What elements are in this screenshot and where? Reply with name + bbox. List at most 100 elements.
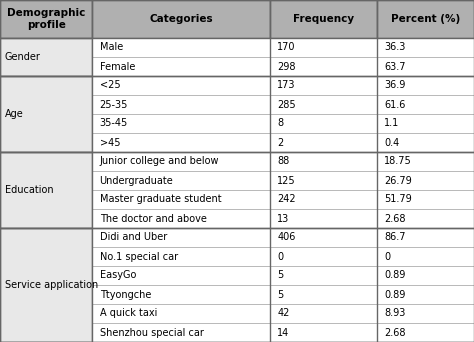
Bar [92,152,270,171]
Bar [92,247,270,266]
Text: 8.93: 8.93 [384,308,405,318]
Text: EasyGo: EasyGo [100,271,136,280]
Bar [0,228,92,342]
Text: 0.89: 0.89 [384,289,405,300]
Bar [377,76,474,95]
Bar [0,0,92,38]
Text: 0.89: 0.89 [384,271,405,280]
Bar [0,152,92,228]
Bar [377,133,474,152]
Bar [270,76,377,95]
Bar [270,133,377,152]
Text: 35-45: 35-45 [100,118,128,129]
Text: No.1 special car: No.1 special car [100,251,178,262]
Bar [377,190,474,209]
Bar [92,95,270,114]
Bar [270,190,377,209]
Text: 86.7: 86.7 [384,233,405,242]
Bar [377,95,474,114]
Bar [92,209,270,228]
Bar [377,209,474,228]
Text: 14: 14 [277,328,290,338]
Text: 36.9: 36.9 [384,80,405,91]
Text: Demographic
profile: Demographic profile [7,8,85,30]
Bar [92,190,270,209]
Text: A quick taxi: A quick taxi [100,308,157,318]
Bar [270,152,377,171]
Bar [92,285,270,304]
Bar [377,114,474,133]
Text: 25-35: 25-35 [100,100,128,109]
Text: 8: 8 [277,118,283,129]
Bar [92,114,270,133]
Bar [377,0,474,38]
Text: <25: <25 [100,80,120,91]
Text: 2: 2 [277,137,283,147]
Bar [0,38,92,76]
Bar [270,57,377,76]
Text: 26.79: 26.79 [384,175,412,185]
Text: 125: 125 [277,175,296,185]
Text: 18.75: 18.75 [384,157,412,167]
Bar [377,323,474,342]
Text: Service application: Service application [5,280,98,290]
Bar [270,209,377,228]
Bar [92,133,270,152]
Text: 298: 298 [277,62,296,71]
Text: Shenzhou special car: Shenzhou special car [100,328,203,338]
Bar [377,57,474,76]
Text: Ttyongche: Ttyongche [100,289,151,300]
Text: 170: 170 [277,42,296,53]
Bar [270,285,377,304]
Bar [377,228,474,247]
Text: 285: 285 [277,100,296,109]
Bar [270,95,377,114]
Bar [92,323,270,342]
Bar [270,266,377,285]
Bar [92,228,270,247]
Text: 36.3: 36.3 [384,42,405,53]
Bar [92,38,270,57]
Bar [92,76,270,95]
Text: The doctor and above: The doctor and above [100,213,206,224]
Text: Categories: Categories [149,14,213,24]
Text: 13: 13 [277,213,290,224]
Bar [377,152,474,171]
Text: Education: Education [5,185,54,195]
Bar [92,171,270,190]
Bar [377,171,474,190]
Bar [92,57,270,76]
Text: 2.68: 2.68 [384,213,405,224]
Text: 406: 406 [277,233,296,242]
Bar [377,247,474,266]
Text: >45: >45 [100,137,120,147]
Text: Male: Male [100,42,123,53]
Bar [377,38,474,57]
Text: Age: Age [5,109,24,119]
Text: Didi and Uber: Didi and Uber [100,233,167,242]
Text: 61.6: 61.6 [384,100,405,109]
Bar [270,304,377,323]
Text: Female: Female [100,62,135,71]
Text: 242: 242 [277,195,296,205]
Text: 2.68: 2.68 [384,328,405,338]
Text: 0: 0 [277,251,283,262]
Bar [270,323,377,342]
Bar [270,38,377,57]
Bar [377,285,474,304]
Text: 5: 5 [277,289,283,300]
Text: Gender: Gender [5,52,41,62]
Bar [377,304,474,323]
Bar [270,247,377,266]
Bar [270,228,377,247]
Bar [270,171,377,190]
Text: 173: 173 [277,80,296,91]
Text: 5: 5 [277,271,283,280]
Text: 42: 42 [277,308,290,318]
Text: 0.4: 0.4 [384,137,399,147]
Text: Undergraduate: Undergraduate [100,175,173,185]
Text: Master graduate student: Master graduate student [100,195,221,205]
Bar [92,266,270,285]
Text: 51.79: 51.79 [384,195,412,205]
Text: Percent (%): Percent (%) [391,14,460,24]
